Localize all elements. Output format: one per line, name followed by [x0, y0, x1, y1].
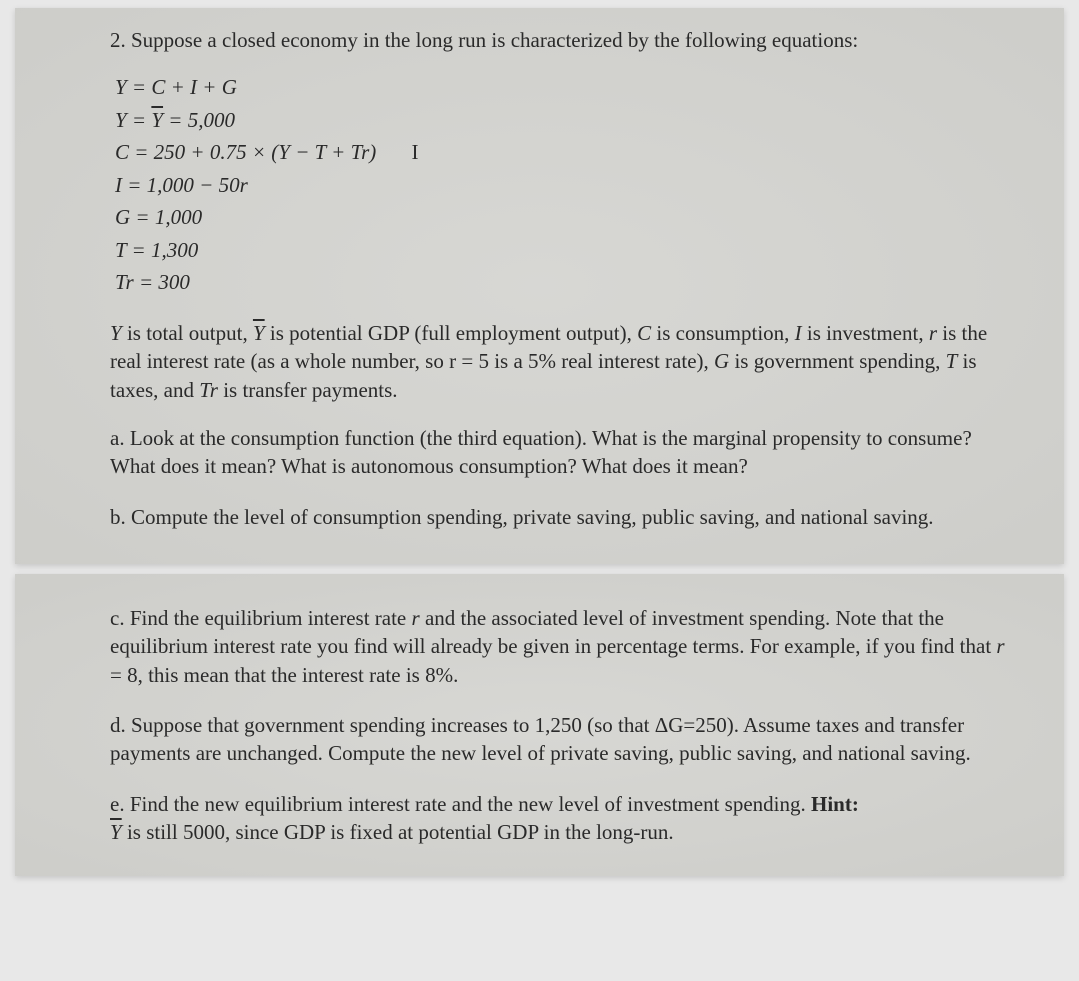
equation-5: G = 1,000 [115, 201, 1019, 234]
equation-1: Y = C + I + G [115, 71, 1019, 104]
equation-4: I = 1,000 − 50r [115, 169, 1019, 202]
part-e-text-1: e. Find the new equilibrium interest rat… [110, 792, 811, 816]
eq3-text: C = 250 + 0.75 × (Y − T + Tr) [115, 140, 376, 164]
equation-2: Y = Y = 5,000 [115, 104, 1019, 137]
hint-label: Hint: [811, 792, 859, 816]
part-a: a. Look at the consumption function (the… [110, 424, 1019, 481]
question-intro-text: Suppose a closed economy in the long run… [131, 28, 858, 52]
equations-block: Y = C + I + G Y = Y = 5,000 C = 250 + 0.… [115, 71, 1019, 299]
question-number: 2. [110, 28, 126, 52]
equation-6: T = 1,300 [115, 234, 1019, 267]
part-c: c. Find the equilibrium interest rate r … [110, 604, 1019, 689]
part-e-ybar: Y [110, 820, 122, 844]
problem-section-bottom: c. Find the equilibrium interest rate r … [15, 574, 1064, 876]
part-e-text-2: is still 5000, since GDP is fixed at pot… [122, 820, 674, 844]
part-d: d. Suppose that government spending incr… [110, 711, 1019, 768]
part-b: b. Compute the level of consumption spen… [110, 503, 1019, 531]
problem-section-top: 2. Suppose a closed economy in the long … [15, 8, 1064, 564]
equation-3: C = 250 + 0.75 × (Y − T + Tr) I [115, 136, 1019, 169]
variable-description: Y is total output, Y is potential GDP (f… [110, 319, 1019, 404]
eq2-ybar: Y [151, 108, 163, 132]
eq2-rhs: = 5,000 [163, 108, 235, 132]
part-e: e. Find the new equilibrium interest rat… [110, 790, 1019, 847]
eq2-lhs: Y = [115, 108, 151, 132]
equation-7: Tr = 300 [115, 266, 1019, 299]
eq3-marker: I [412, 136, 419, 169]
question-intro: 2. Suppose a closed economy in the long … [110, 28, 1019, 53]
